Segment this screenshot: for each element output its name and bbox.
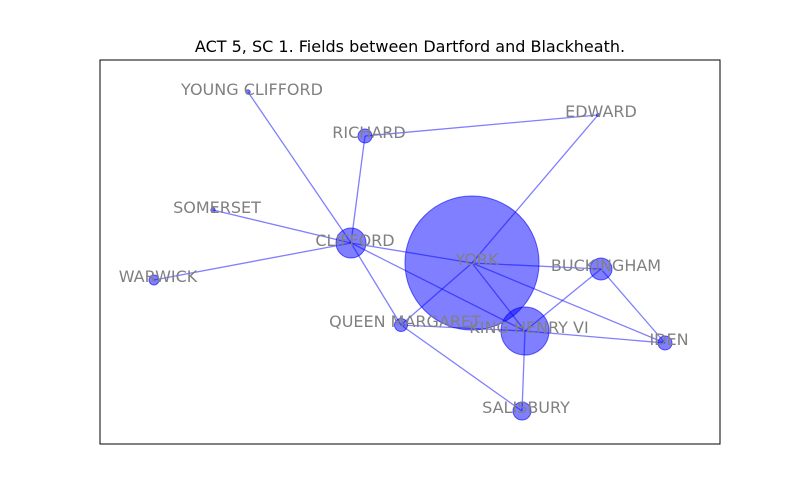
node-richard [357, 128, 373, 144]
node-label-iden: IDEN [649, 330, 688, 349]
edge-richard-edward [364, 114, 599, 137]
diagram-title: ACT 5, SC 1. Fields between Dartford and… [195, 37, 625, 56]
plot-frame [99, 59, 721, 445]
node-label-queen-margaret: QUEEN MARGARET [329, 312, 481, 331]
node-queen-margaret [394, 318, 408, 332]
node-label-buckingham: BUCKINGHAM [551, 256, 661, 275]
labels-layer: YORK KING HENRY VI CLIFFORD BUCKINGHAM SALIS… [119, 80, 689, 417]
node-clifford [335, 227, 367, 259]
node-young-clifford [245, 89, 251, 95]
node-edward [596, 113, 600, 117]
edge-queen-margaret-salisbury [400, 324, 523, 412]
node-buckingham [589, 257, 613, 281]
node-label-king-henry-vi: KING HENRY VI [469, 318, 588, 337]
node-somerset [210, 207, 216, 213]
node-salisbury [512, 401, 532, 421]
node-label-young-clifford: YOUNG CLIFFORD [180, 80, 323, 99]
node-king-henry-vi [500, 306, 550, 356]
node-label-salisbury: SALISBURY [482, 398, 570, 417]
edge-buckingham-iden [600, 268, 666, 344]
edge-clifford-somerset [212, 209, 352, 244]
node-label-warwick: WARWICK [119, 267, 198, 286]
edge-clifford-richard [350, 135, 366, 244]
node-warwick [148, 274, 160, 286]
edge-clifford-young-clifford [247, 91, 352, 244]
node-york [404, 195, 540, 331]
edge-clifford-warwick [153, 242, 352, 281]
node-iden [657, 335, 673, 351]
node-label-somerset: SOMERSET [173, 198, 261, 217]
nodes-layer [148, 89, 673, 421]
node-label-edward: EDWARD [565, 102, 637, 121]
node-label-york: YORK [454, 250, 499, 269]
edge-clifford-queen-margaret [350, 242, 402, 326]
node-label-clifford: CLIFFORD [315, 231, 394, 250]
node-label-richard: RICHARD [332, 123, 405, 142]
